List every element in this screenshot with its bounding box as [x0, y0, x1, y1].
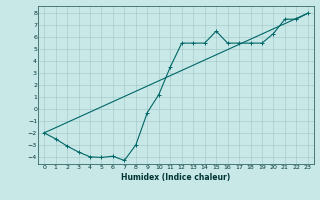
- X-axis label: Humidex (Indice chaleur): Humidex (Indice chaleur): [121, 173, 231, 182]
